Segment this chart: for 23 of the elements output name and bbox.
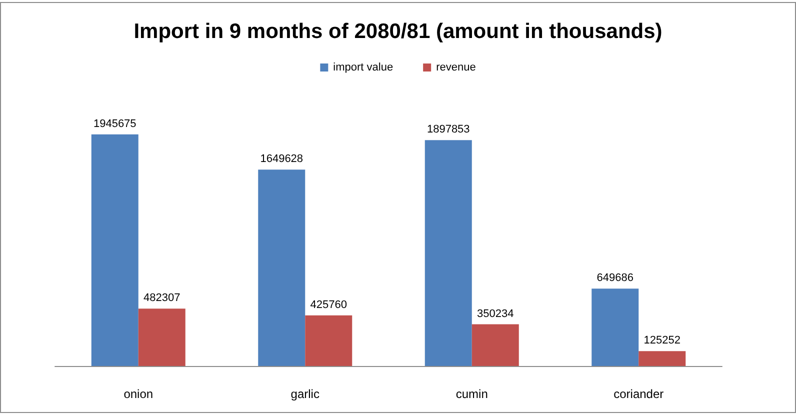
bar [138,308,186,366]
data-label: 350234 [477,308,514,320]
data-label: 1897853 [426,124,470,136]
x-tick-label: cumin [456,387,488,401]
bar [592,288,639,366]
x-tick-label: coriander [614,387,664,401]
bar [91,134,138,366]
x-tick-label: onion [124,387,154,401]
chart-title: Import in 9 months of 2080/81 (amount in thousands) [134,20,662,43]
legend-label: import value [333,62,394,74]
x-tick-label: garlic [290,387,320,401]
data-label: 482307 [144,292,180,304]
bar [638,351,686,366]
bar [424,140,472,366]
data-label: 649686 [596,272,634,284]
data-label: 1649628 [260,153,304,166]
legend-label: revenue [436,62,476,74]
data-label: 125252 [644,334,680,347]
bar [305,315,352,366]
data-label: 425760 [310,298,347,311]
bar [472,324,519,366]
bar [258,170,306,366]
data-label: 1945675 [93,118,136,130]
